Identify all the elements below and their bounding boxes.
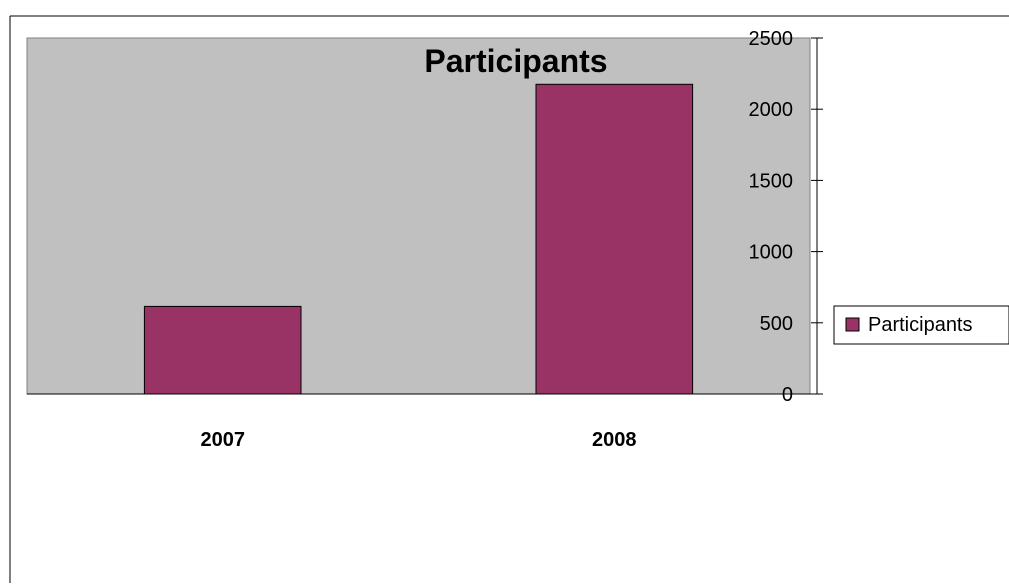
bar-2008 (535, 83, 694, 395)
legend-swatch (845, 317, 860, 332)
y-tick-label: 1500 (749, 170, 794, 192)
x-tick-label: 2008 (592, 429, 637, 451)
legend-box (833, 305, 1009, 345)
x-axis-labels: 2007 2008 (201, 429, 637, 451)
chart-frame (9, 15, 1009, 583)
y-tick-label: 500 (760, 313, 793, 335)
y-axis-ticks: 0 500 1000 1500 2000 2500 (749, 28, 823, 406)
legend: Participants (833, 305, 1009, 345)
y-tick-label: 2000 (749, 99, 794, 121)
y-tick-label: 1000 (749, 242, 794, 264)
x-tick-label: 2007 (201, 429, 246, 451)
chart-title: Participants (424, 43, 607, 79)
bar-2007 (143, 305, 302, 395)
y-tick-label: 2500 (749, 28, 794, 50)
legend-label: Participants (868, 314, 973, 336)
bars-group (143, 83, 694, 395)
y-tick-label: 0 (782, 384, 793, 406)
